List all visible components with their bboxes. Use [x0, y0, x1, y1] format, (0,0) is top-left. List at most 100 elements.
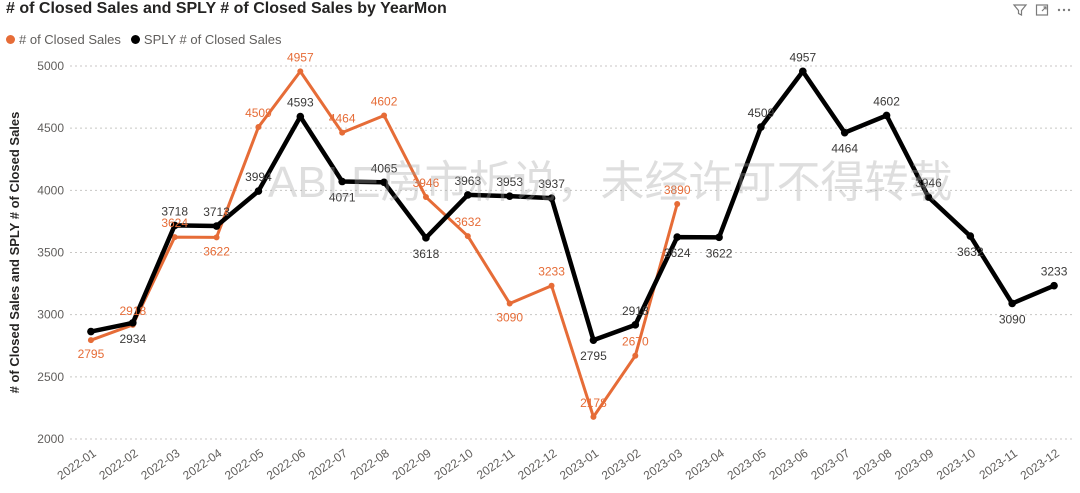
x-tick-label: 2022-12: [515, 446, 559, 483]
data-point: [632, 352, 639, 359]
data-point: [882, 111, 891, 120]
data-point: [381, 112, 388, 119]
legend-swatch-closed-sales: [6, 35, 15, 44]
data-label: 3713: [203, 205, 230, 219]
data-label: 3890: [664, 183, 691, 197]
data-point: [464, 233, 471, 240]
data-point: [255, 124, 262, 131]
data-label: 4593: [287, 96, 314, 110]
data-point: [422, 234, 430, 242]
x-tick-label: 2023-06: [766, 446, 810, 483]
x-tick-label: 2023-12: [1018, 446, 1062, 483]
x-tick-label: 2022-04: [180, 446, 224, 483]
legend-label-closed-sales: # of Closed Sales: [19, 32, 121, 47]
filter-icon[interactable]: [1012, 2, 1028, 18]
series-line-1: [90, 69, 1055, 343]
data-label: 4071: [329, 191, 356, 205]
data-point: [673, 233, 681, 241]
legend-item-sply-closed-sales[interactable]: SPLY # of Closed Sales: [130, 32, 281, 47]
data-point: [506, 300, 513, 307]
data-point: [254, 187, 263, 195]
data-label: 2670: [622, 335, 649, 349]
y-tick-label: 2000: [37, 432, 64, 446]
y-tick-label: 4000: [37, 183, 64, 197]
x-tick-label: 2023-09: [892, 446, 936, 483]
data-label: 2178: [580, 396, 607, 410]
data-label: 3090: [999, 312, 1026, 326]
focus-mode-icon[interactable]: [1034, 2, 1050, 18]
data-label: 3632: [454, 215, 481, 229]
data-label: 3090: [496, 310, 523, 324]
data-label: 3946: [915, 176, 942, 190]
x-tick-label: 2022-11: [474, 446, 518, 482]
chart-legend: # of Closed Sales SPLY # of Closed Sales: [6, 32, 281, 47]
y-tick-label: 2500: [37, 370, 64, 384]
y-tick-label: 4500: [37, 121, 64, 135]
x-tick-label: 2022-09: [390, 446, 434, 483]
x-tick-label: 2023-03: [641, 446, 685, 483]
data-point: [674, 201, 681, 208]
x-tick-label: 2022-06: [264, 446, 308, 483]
data-point: [547, 194, 556, 202]
data-label: 4464: [831, 142, 858, 156]
data-label: 3618: [413, 247, 440, 261]
data-label: 4065: [371, 161, 398, 175]
data-point: [213, 234, 220, 241]
x-tick-label: 2022-02: [96, 446, 140, 483]
data-label: 3624: [161, 216, 188, 230]
data-label: 4509: [245, 106, 272, 120]
data-label: 3953: [496, 175, 523, 189]
series-line-0: [90, 69, 679, 419]
data-label: 3233: [1041, 265, 1068, 279]
x-tick-label: 2023-02: [599, 446, 643, 483]
legend-item-closed-sales[interactable]: # of Closed Sales: [6, 32, 121, 47]
data-point: [170, 221, 179, 230]
data-point: [589, 336, 598, 344]
more-options-icon[interactable]: [1056, 2, 1072, 18]
data-label: 4602: [371, 94, 398, 108]
data-point: [505, 192, 514, 200]
y-tick-label: 5000: [37, 59, 64, 73]
data-point: [297, 68, 304, 75]
data-point: [1008, 299, 1016, 308]
data-label: 3718: [161, 204, 188, 218]
x-tick-label: 2023-08: [850, 446, 894, 483]
data-point: [631, 321, 640, 329]
data-point: [1050, 281, 1058, 290]
data-label: 4957: [287, 50, 314, 64]
data-label: 4957: [789, 50, 816, 64]
data-label: 2918: [119, 304, 146, 318]
data-point: [212, 222, 221, 230]
x-tick-label: 2023-01: [557, 446, 601, 483]
data-label: 4602: [873, 94, 900, 108]
data-point: [171, 234, 178, 241]
data-label: 2918: [622, 304, 649, 318]
x-tick-label: 2022-01: [55, 446, 99, 483]
visual-toolbar: [1012, 2, 1072, 18]
data-label: 3233: [538, 265, 565, 279]
chart-title: # of Closed Sales and SPLY # of Closed S…: [6, 0, 447, 17]
x-tick-label: 2022-07: [306, 446, 350, 483]
data-point: [380, 178, 388, 187]
data-label: 2795: [78, 347, 105, 361]
x-tick-label: 2023-11: [977, 446, 1021, 482]
x-tick-label: 2022-03: [138, 446, 182, 483]
data-label: 3946: [413, 176, 440, 190]
y-tick-label: 3500: [37, 246, 64, 260]
data-point: [339, 129, 346, 136]
data-point: [715, 233, 723, 242]
x-tick-label: 2022-08: [348, 446, 392, 483]
data-point: [840, 128, 849, 137]
data-label: 2934: [119, 332, 146, 346]
data-point: [422, 194, 429, 201]
x-tick-label: 2023-04: [683, 446, 727, 483]
data-point: [129, 319, 137, 327]
legend-swatch-sply-closed-sales: [130, 35, 140, 44]
data-label: 3937: [538, 177, 565, 191]
data-label: 3963: [454, 174, 481, 188]
x-tick-label: 2022-05: [222, 446, 266, 483]
y-axis-title: # of Closed Sales and SPLY # of Closed S…: [7, 112, 22, 394]
data-point: [464, 191, 472, 199]
data-point: [590, 413, 597, 420]
